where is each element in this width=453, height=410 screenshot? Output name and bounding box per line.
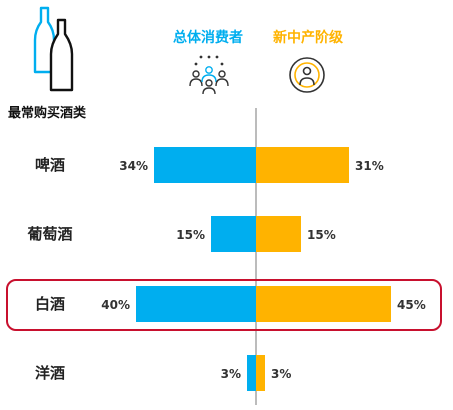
wine-bottles-icon [33,6,74,92]
bar-right [256,355,265,391]
subtitle: 最常购买酒类 [8,105,87,121]
bar-right [256,216,301,252]
bar-right [256,147,349,183]
value-label-right: 31% [355,159,384,173]
value-label-left: 40% [101,298,130,312]
value-label-left: 15% [176,228,205,242]
legend-left-label: 总体消费者 [173,29,243,46]
bar-left [211,216,256,252]
category-label: 洋酒 [35,364,65,382]
category-label: 白酒 [35,295,65,313]
person-target-icon [289,57,325,93]
value-label-right: 45% [397,298,426,312]
bar-left [247,355,256,391]
value-label-left: 3% [221,367,241,381]
value-label-left: 34% [119,159,148,173]
category-label: 葡萄酒 [26,225,72,243]
bar-left [136,286,256,322]
category-label: 啤酒 [35,156,65,174]
value-label-right: 15% [307,228,336,242]
bar-right [256,286,391,322]
bar-left [154,147,256,183]
legend-right-label: 新中产阶级 [273,29,344,46]
crowd-icon [189,55,229,95]
value-label-right: 3% [271,367,291,381]
highlight-box [6,279,442,331]
